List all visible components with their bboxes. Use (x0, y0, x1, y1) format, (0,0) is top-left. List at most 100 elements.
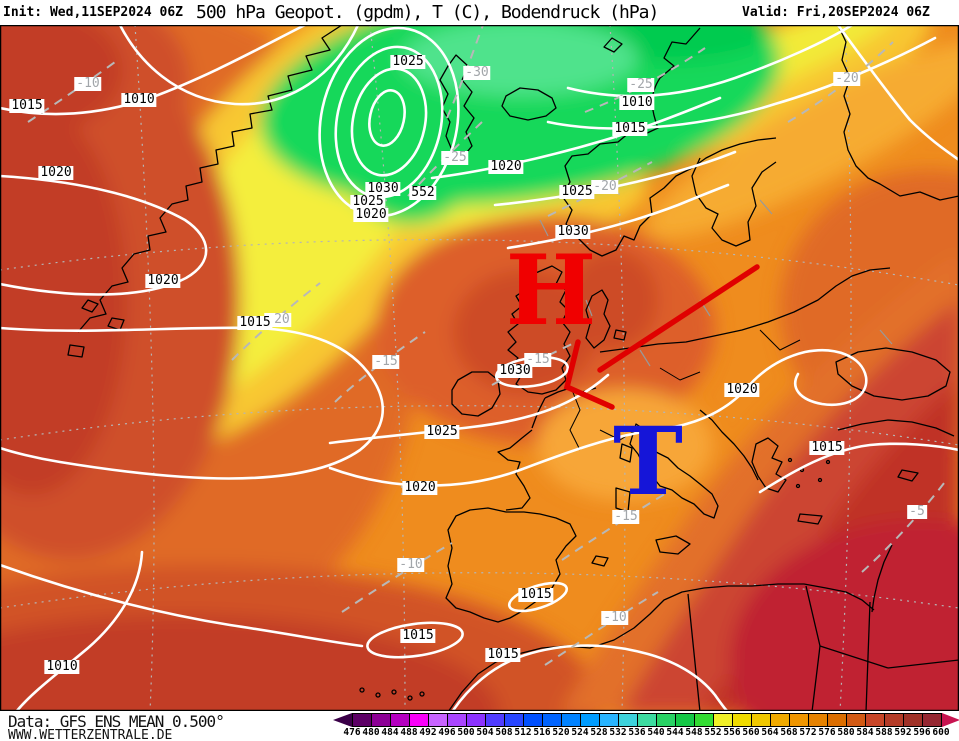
pressure-label: 1015 (400, 628, 436, 643)
colorbar-tick: 496 (438, 727, 456, 738)
colorbar-segment (524, 714, 542, 726)
pressure-label: 1020 (724, 382, 760, 397)
init-time-label: Init: Wed,11SEP2024 06Z (3, 5, 184, 20)
colorbar-segment (448, 714, 466, 726)
map-canvas (0, 25, 959, 711)
colorbar-segment (562, 714, 580, 726)
pressure-label: 1010 (121, 92, 157, 107)
website-label: WWW.WETTERZENTRALE.DE (8, 728, 173, 741)
coast-baltic (599, 267, 891, 353)
colorbar-segment (752, 714, 770, 726)
temperature-label: -30 (463, 65, 491, 80)
coast-ireland (451, 371, 501, 417)
colorbar-tick: 512 (514, 727, 532, 738)
coast-iberia (445, 507, 577, 623)
pressure-label: 1025 (390, 54, 426, 69)
colorbar-tick: 572 (799, 727, 817, 738)
colorbar-segment (372, 714, 390, 726)
colorbar-segment (809, 714, 827, 726)
temperature-label: -15 (372, 354, 400, 369)
colorbar-segment (828, 714, 846, 726)
weather-map: 1015 1010 1020 1020 1015 1025 1030 1025 1020 1020… (0, 25, 959, 711)
pressure-label: 1025 (559, 184, 595, 199)
temperature-label: -10 (74, 76, 102, 91)
colorbar-segment (923, 714, 941, 726)
colorbar-tick: 528 (590, 727, 608, 738)
colorbar-tick: 556 (723, 727, 741, 738)
colorbar-tick: 580 (837, 727, 855, 738)
colorbar-segments (352, 713, 942, 727)
colorbar-tick: 540 (647, 727, 665, 738)
colorbar-segment (505, 714, 523, 726)
temperature-label: -15 (612, 509, 640, 524)
chart-title: 500 hPa Geopot. (gpdm), T (C), Bodendruc… (196, 2, 659, 23)
colorbar-segment (486, 714, 504, 726)
pressure-label: 1020 (145, 273, 181, 288)
colorbar-tick: 480 (362, 727, 380, 738)
colorbar-tick: 552 (704, 727, 722, 738)
colorbar-tick: 504 (476, 727, 494, 738)
temperature-label: -15 (524, 352, 552, 367)
colorbar-segment (429, 714, 447, 726)
pressure-label: 1010 (619, 95, 655, 110)
colorbar-tick: 520 (552, 727, 570, 738)
colorbar-segment (581, 714, 599, 726)
colorbar-segment (714, 714, 732, 726)
colorbar-segment (676, 714, 694, 726)
temperature-label: -25 (627, 77, 655, 92)
temperature-label: -20 (591, 179, 619, 194)
coast-greenland (77, 25, 343, 333)
colorbar-tick: 548 (685, 727, 703, 738)
pressure-label: 1025 (424, 424, 460, 439)
colorbar-tick: 576 (818, 727, 836, 738)
colorbar-tick: 532 (609, 727, 627, 738)
pressure-label: 1015 (612, 121, 648, 136)
colorbar-tick: 544 (666, 727, 684, 738)
temperature-label: -20 (833, 71, 861, 86)
pressure-label: 1020 (402, 480, 438, 495)
colorbar-tick: 588 (875, 727, 893, 738)
colorbar-tick: 536 (628, 727, 646, 738)
pressure-label: 1020 (488, 159, 524, 174)
colorbar-segment (467, 714, 485, 726)
colorbar-tick: 492 (419, 727, 437, 738)
geopotential-label: 552 (409, 185, 437, 200)
front-line (563, 264, 760, 410)
pressure-label: 1015 (518, 587, 554, 602)
colorbar-tick: 596 (913, 727, 931, 738)
pressure-label: 1030 (497, 363, 533, 378)
colorbar-tick: 564 (761, 727, 779, 738)
colorbar-segment (638, 714, 656, 726)
pressure-label: 1030 (555, 224, 591, 239)
colorbar-tick: 500 (457, 727, 475, 738)
colorbar-arrow-right (942, 713, 959, 727)
colorbar-segment (391, 714, 409, 726)
colorbar-segment (410, 714, 428, 726)
pressure-label: 1015 (237, 315, 273, 330)
coast-turkey (837, 419, 955, 437)
colorbar-segment (695, 714, 713, 726)
pressure-label: 1030 (365, 181, 401, 196)
coast-balkans (699, 409, 759, 481)
colorbar-tick: 600 (932, 727, 950, 738)
colorbar-tick: 484 (381, 727, 399, 738)
colorbar-tick: 476 (343, 727, 361, 738)
colorbar-segment (847, 714, 865, 726)
colorbar-tick: 488 (400, 727, 418, 738)
high-pressure-marker: H (505, 234, 597, 348)
pressure-label: 1020 (38, 165, 74, 180)
data-source-label: Data: GFS ENS MEAN 0.500° (8, 712, 225, 731)
colorbar-segment (733, 714, 751, 726)
chart-footer: Data: GFS ENS MEAN 0.500° WWW.WETTERZENT… (0, 711, 959, 741)
coast-white-sea (837, 25, 959, 201)
colorbar-segment (771, 714, 789, 726)
coast-italy (629, 423, 719, 519)
colorbar-segment (866, 714, 884, 726)
coast-black-sea (835, 347, 951, 401)
temperature-label: -5 (907, 504, 927, 519)
coast-scandinavia (561, 27, 777, 257)
colorbar-segment (543, 714, 561, 726)
colorbar-tick: 568 (780, 727, 798, 738)
coast-greece (751, 437, 787, 493)
